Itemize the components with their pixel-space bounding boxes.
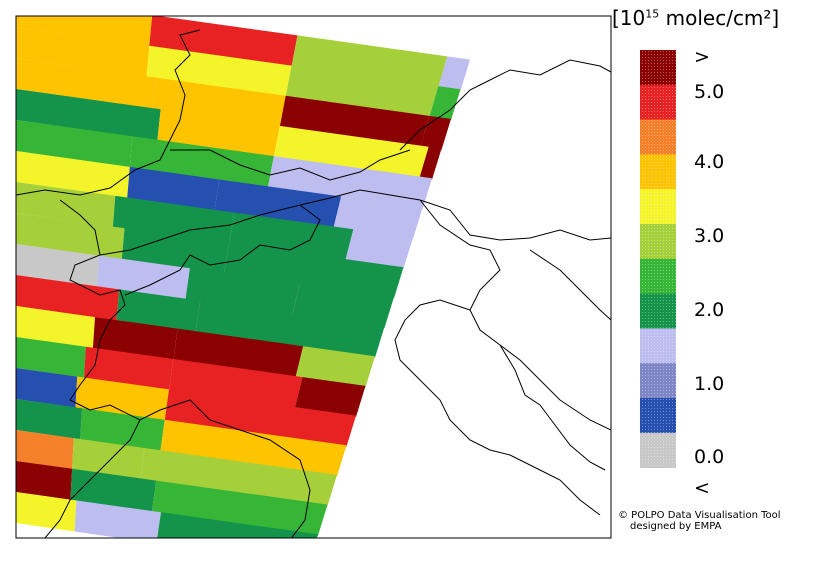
colorbar-label-2: 2.0 — [694, 299, 725, 321]
swath-pixel — [16, 337, 86, 378]
swath-pixel — [214, 179, 342, 228]
swath-pixel — [295, 346, 375, 388]
swath-pixel — [160, 419, 347, 477]
swath-pixel — [157, 109, 280, 157]
swath-pixel — [16, 58, 156, 109]
colorbar-label-lt: < — [694, 477, 710, 499]
colorbar-label-0: 0.0 — [694, 446, 725, 468]
credit-line-1: © POLPO Data Visualisation Tool — [618, 510, 781, 521]
swath-pixel — [116, 289, 201, 332]
swath-pixel — [16, 27, 150, 77]
coastline-borders — [16, 29, 611, 538]
swath-pixel — [268, 156, 432, 210]
colorbar-swatch-texture — [640, 154, 676, 190]
colorbar-swatch-texture — [640, 432, 676, 468]
color-bar — [640, 50, 676, 468]
swath-pixel — [16, 151, 130, 198]
swath-pixel — [157, 512, 318, 538]
swath-pixel — [72, 438, 145, 479]
swath-pixel — [16, 89, 161, 141]
swath-pixel — [279, 95, 430, 147]
swath-pixel — [291, 35, 448, 88]
swath-pixel — [16, 492, 77, 532]
swath-pixel — [16, 461, 73, 500]
swath-pixel — [97, 255, 190, 300]
colorbar-label-4: 4.0 — [694, 151, 725, 173]
swath-pixel — [294, 377, 366, 417]
colorbar-swatch-texture — [640, 258, 676, 294]
swath-pixel — [16, 306, 95, 349]
swath-pixel — [173, 328, 304, 378]
swath-pixel — [164, 389, 356, 447]
swath-pixel — [292, 283, 394, 328]
swath-pixel — [429, 86, 461, 121]
swath-pixel — [195, 300, 385, 358]
colorbar-swatch-texture — [640, 363, 676, 399]
colorbar-label-gt: > — [694, 46, 710, 68]
swath-pixel — [84, 346, 174, 390]
swath-pixel — [273, 125, 429, 178]
colorbar-swatch-texture — [640, 189, 676, 225]
colorbar-label-1: 1.0 — [694, 373, 725, 395]
swath-pixel — [285, 65, 439, 118]
swath-pixel — [16, 213, 125, 260]
colorbar-label-3: 3.0 — [694, 225, 725, 247]
swath-pixel — [16, 120, 133, 168]
swath-pixel — [74, 500, 161, 538]
swath-pixel — [127, 166, 220, 211]
colorbar-swatch-texture — [640, 398, 676, 434]
swath-pixel — [149, 16, 298, 67]
unit-label: [1015 molec/cm²] — [612, 6, 780, 30]
credit-text: © POLPO Data Visualisation Tool designed… — [618, 510, 781, 532]
swath-pixel — [419, 146, 442, 180]
swath-pixel — [16, 399, 83, 440]
satellite-swath — [16, 16, 611, 538]
swath-pixel — [151, 480, 328, 536]
colorbar-swatch-texture — [640, 328, 676, 364]
swath-pixel — [112, 195, 235, 244]
swath-pixel — [80, 408, 165, 451]
swath-pixel — [169, 359, 303, 409]
swath-pixel — [229, 212, 354, 261]
colorbar-swatch-texture — [640, 119, 676, 155]
map-frame — [15, 15, 612, 539]
swath-pixel — [345, 229, 413, 269]
swath-pixel — [70, 468, 157, 512]
swath-pixel — [16, 244, 100, 287]
swath-pixel — [16, 16, 153, 47]
swath-pixel — [16, 275, 120, 321]
swath-pixel — [140, 448, 337, 506]
colorbar-swatch-texture — [640, 50, 676, 86]
swath-pixel — [146, 45, 292, 97]
swath-pixel — [92, 317, 178, 360]
colorbar-swatch-texture — [640, 293, 676, 329]
swath-pixel — [16, 430, 74, 470]
swath-pixel — [438, 56, 470, 91]
colorbar-swatch-texture — [640, 84, 676, 120]
swath-pixel — [223, 242, 404, 299]
swath-pixel — [152, 77, 286, 127]
swath-pixel — [16, 368, 78, 408]
swath-pixel — [121, 228, 230, 274]
credit-line-2: designed by EMPA — [630, 521, 722, 532]
swath-pixel — [333, 196, 423, 239]
swath-pixel — [75, 376, 169, 421]
colorbar-label-5: 5.0 — [694, 81, 725, 103]
colorbar-swatch-texture — [640, 224, 676, 260]
